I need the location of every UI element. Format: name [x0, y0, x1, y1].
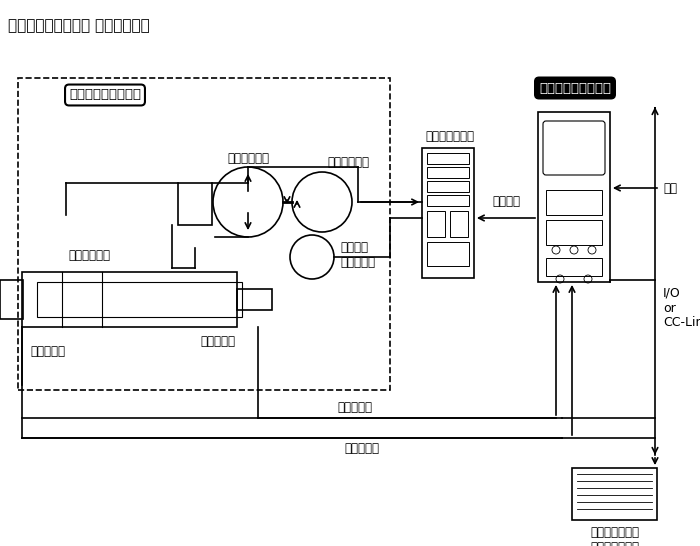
- Text: プログラマブル
コントローラ等: プログラマブル コントローラ等: [590, 526, 639, 546]
- Text: I/O
or
CC-Link: I/O or CC-Link: [663, 287, 700, 329]
- Bar: [18, 78, 390, 390]
- Text: サーボドライバ: サーボドライバ: [426, 130, 475, 143]
- Text: 位置データ: 位置データ: [337, 401, 372, 414]
- Bar: [427, 195, 469, 206]
- Bar: [237, 289, 272, 310]
- Bar: [422, 148, 474, 278]
- Bar: [37, 282, 242, 317]
- Bar: [22, 272, 237, 327]
- Text: 荷重データ: 荷重データ: [344, 442, 379, 455]
- Text: 双方向ポンプ: 双方向ポンプ: [227, 151, 269, 164]
- Text: サーボモータ: サーボモータ: [327, 157, 369, 169]
- Bar: [546, 190, 602, 215]
- Bar: [427, 167, 469, 178]
- Text: 作動指令: 作動指令: [492, 195, 520, 208]
- Bar: [427, 211, 445, 237]
- Text: 測長センサ: 測長センサ: [200, 335, 235, 348]
- Text: シリンダユニット部: シリンダユニット部: [69, 88, 141, 102]
- Text: ロードセル: ロードセル: [30, 345, 65, 358]
- Bar: [572, 468, 657, 520]
- Text: 油圧シリンダ: 油圧シリンダ: [68, 249, 110, 262]
- Bar: [546, 258, 602, 276]
- Bar: [427, 153, 469, 164]
- Bar: [450, 211, 468, 237]
- Text: 「あつかんサーボ」 基本機種構成: 「あつかんサーボ」 基本機種構成: [8, 18, 150, 33]
- Text: サーボコントローラ: サーボコントローラ: [539, 81, 611, 94]
- Bar: [178, 183, 212, 225]
- Bar: [538, 112, 610, 282]
- Text: 電源: 電源: [663, 181, 677, 194]
- Text: ロータリ
エンコーダ: ロータリ エンコーダ: [340, 241, 375, 269]
- Bar: [546, 220, 602, 245]
- Bar: [0, 280, 23, 319]
- Bar: [427, 181, 469, 192]
- Bar: [427, 242, 469, 266]
